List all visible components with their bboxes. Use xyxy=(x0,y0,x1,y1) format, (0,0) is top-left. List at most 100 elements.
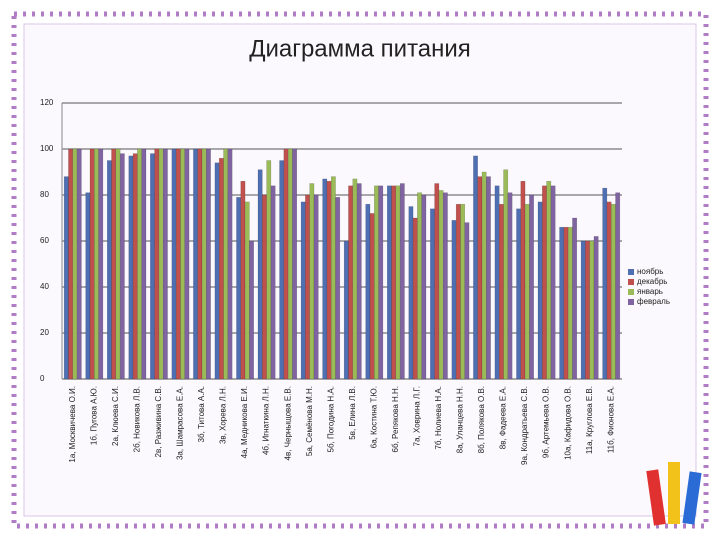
legend-swatch xyxy=(628,299,634,305)
x-tick-label: 3в, Хорева Л.Н. xyxy=(219,386,228,444)
bar xyxy=(602,187,608,380)
bar xyxy=(98,148,104,380)
bar xyxy=(374,185,379,380)
bar xyxy=(115,148,121,380)
bar xyxy=(343,240,349,380)
bar xyxy=(391,185,397,380)
bar xyxy=(369,213,375,380)
x-tick-label: 9а, Кондратьева С.В. xyxy=(520,386,529,465)
bar xyxy=(214,162,220,380)
y-tick-label: 80 xyxy=(40,190,49,199)
bar xyxy=(567,226,573,380)
bar xyxy=(606,201,612,380)
bar xyxy=(473,155,478,380)
bar xyxy=(572,217,578,380)
legend-swatch xyxy=(628,269,634,275)
chart-title: Диаграмма питания xyxy=(249,35,471,62)
pencils-decor xyxy=(646,462,702,526)
bar xyxy=(326,180,332,380)
bar xyxy=(408,206,414,380)
bar xyxy=(309,183,315,380)
bar xyxy=(481,171,487,380)
bar xyxy=(434,183,440,380)
bar xyxy=(563,226,569,380)
bar xyxy=(529,194,534,380)
bar xyxy=(175,148,181,380)
y-tick-label: 100 xyxy=(40,144,54,153)
x-tick-label: 8в, Фадеева Е.А. xyxy=(499,386,508,449)
bar xyxy=(184,148,190,380)
y-tick-label: 60 xyxy=(40,236,49,245)
x-tick-label: 6а, Костина Т.Ю. xyxy=(369,386,378,448)
bar xyxy=(218,157,224,380)
bar xyxy=(193,148,198,380)
bar xyxy=(132,153,138,380)
bar xyxy=(585,240,590,380)
bar xyxy=(524,203,530,380)
bar xyxy=(378,185,384,380)
bar xyxy=(589,240,595,380)
x-tick-label: 3а, Шамрасова Е.А. xyxy=(176,386,185,460)
x-tick-label: 10а, Кафидова О.В. xyxy=(563,386,572,460)
bar xyxy=(76,148,82,380)
bar xyxy=(494,185,500,380)
bar xyxy=(240,180,246,380)
bar xyxy=(283,148,289,380)
bar xyxy=(520,180,526,380)
bar xyxy=(477,176,483,380)
x-tick-label: 4б, Игнаткина Л.Н. xyxy=(262,386,271,455)
x-tick-label: 11б, Фионова Е.А. xyxy=(606,386,615,453)
bar xyxy=(197,148,203,380)
bar xyxy=(244,201,250,380)
x-tick-label: 3б, Титова А.А. xyxy=(197,386,206,442)
x-tick-label: 8б, Полякова О.В. xyxy=(477,386,486,453)
legend-label: ноябрь xyxy=(637,267,663,276)
bar xyxy=(417,192,422,380)
bar xyxy=(85,192,91,380)
bar xyxy=(279,160,285,380)
bar xyxy=(305,194,310,380)
y-tick-label: 120 xyxy=(40,98,54,107)
x-tick-label: 5а, Семёнова М.Н. xyxy=(305,386,314,456)
bar xyxy=(141,148,147,380)
bar xyxy=(399,183,405,380)
bar xyxy=(158,148,164,380)
x-tick-label: 5в, Елина Л.В. xyxy=(348,386,357,440)
bar xyxy=(421,194,427,380)
bar xyxy=(412,217,418,380)
bar xyxy=(227,148,233,380)
bar xyxy=(365,203,371,380)
bar xyxy=(249,240,254,380)
bar xyxy=(262,194,267,380)
x-tick-label: 1а, Москвичева О.И. xyxy=(68,386,77,463)
bar xyxy=(451,220,457,380)
bar xyxy=(257,169,263,380)
bar xyxy=(119,153,125,380)
bar xyxy=(106,160,112,380)
bar xyxy=(348,185,354,380)
bar xyxy=(580,240,586,380)
bar xyxy=(137,148,142,380)
bar xyxy=(63,176,69,380)
bar xyxy=(89,148,95,380)
bar xyxy=(503,169,509,380)
bar xyxy=(300,201,306,380)
x-tick-label: 2а, Клюева С.И. xyxy=(111,386,120,446)
bar xyxy=(486,176,491,380)
bar xyxy=(615,192,621,380)
bar xyxy=(162,148,168,380)
x-tick-label: 4а, Медникова Е.И. xyxy=(240,386,249,458)
bar xyxy=(356,183,362,380)
legend-swatch xyxy=(628,279,634,285)
bar xyxy=(464,222,470,380)
bar xyxy=(154,148,160,380)
bar xyxy=(593,236,599,380)
bar xyxy=(386,185,392,380)
bar xyxy=(335,197,341,380)
bar xyxy=(516,208,522,380)
x-tick-label: 2в, Разживина С.В. xyxy=(154,386,163,457)
bar xyxy=(438,190,444,380)
bar xyxy=(352,178,358,380)
bar xyxy=(550,185,556,380)
